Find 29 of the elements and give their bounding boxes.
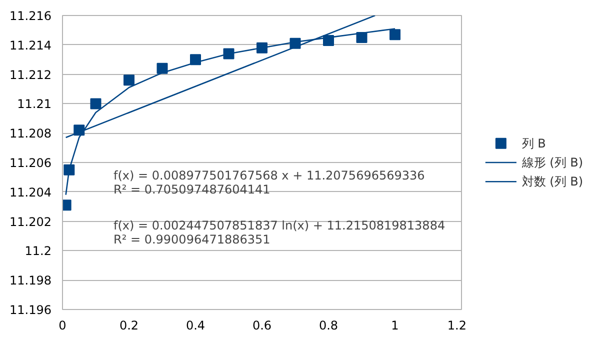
y-tick-label: 11.196 <box>10 303 52 317</box>
x-tick-label: 0.6 <box>252 318 272 332</box>
annotation: R² = 0.705097487604141 <box>114 182 270 196</box>
y-tick-label: 11.216 <box>10 9 52 23</box>
annotation: f(x) = 0.002447507851837 ln(x) + 11.2150819813884 <box>114 218 446 232</box>
y-tick-label: 11.212 <box>10 68 52 82</box>
point <box>124 74 134 86</box>
x-tick-label: 1.2 <box>447 318 467 332</box>
legend-label: 列 B <box>522 136 546 150</box>
y-tick-label: 11.214 <box>10 38 52 52</box>
x-tick-label: 0.8 <box>318 318 338 332</box>
point <box>90 98 102 110</box>
point <box>156 62 168 74</box>
y-tick-label: 11.206 <box>10 156 52 170</box>
x-tick-label: 0 <box>58 318 66 332</box>
point <box>390 29 400 40</box>
legend-label: 線形 (列 B) <box>520 156 584 170</box>
y-tick-label: 11.198 <box>10 274 52 288</box>
y-tick-label: 11.2 <box>24 244 52 258</box>
y-tick-label: 11.21 <box>17 97 52 112</box>
annotation: R² = 0.990096471886351 <box>114 232 270 246</box>
y-tick-label: 11.208 <box>10 126 52 141</box>
y-tick-label: 11.202 <box>10 214 52 229</box>
legend-label: 対数 (列 B) <box>522 174 584 189</box>
x-tick-label: 0.2 <box>119 318 139 332</box>
x-tick-label: 1 <box>391 318 399 332</box>
y-tick-label: 11.204 <box>10 185 52 200</box>
annotation: f(x) = 0.008977501767568 x + 11.2075696569336 <box>114 168 425 182</box>
x-tick-label: 0.4 <box>186 318 206 332</box>
